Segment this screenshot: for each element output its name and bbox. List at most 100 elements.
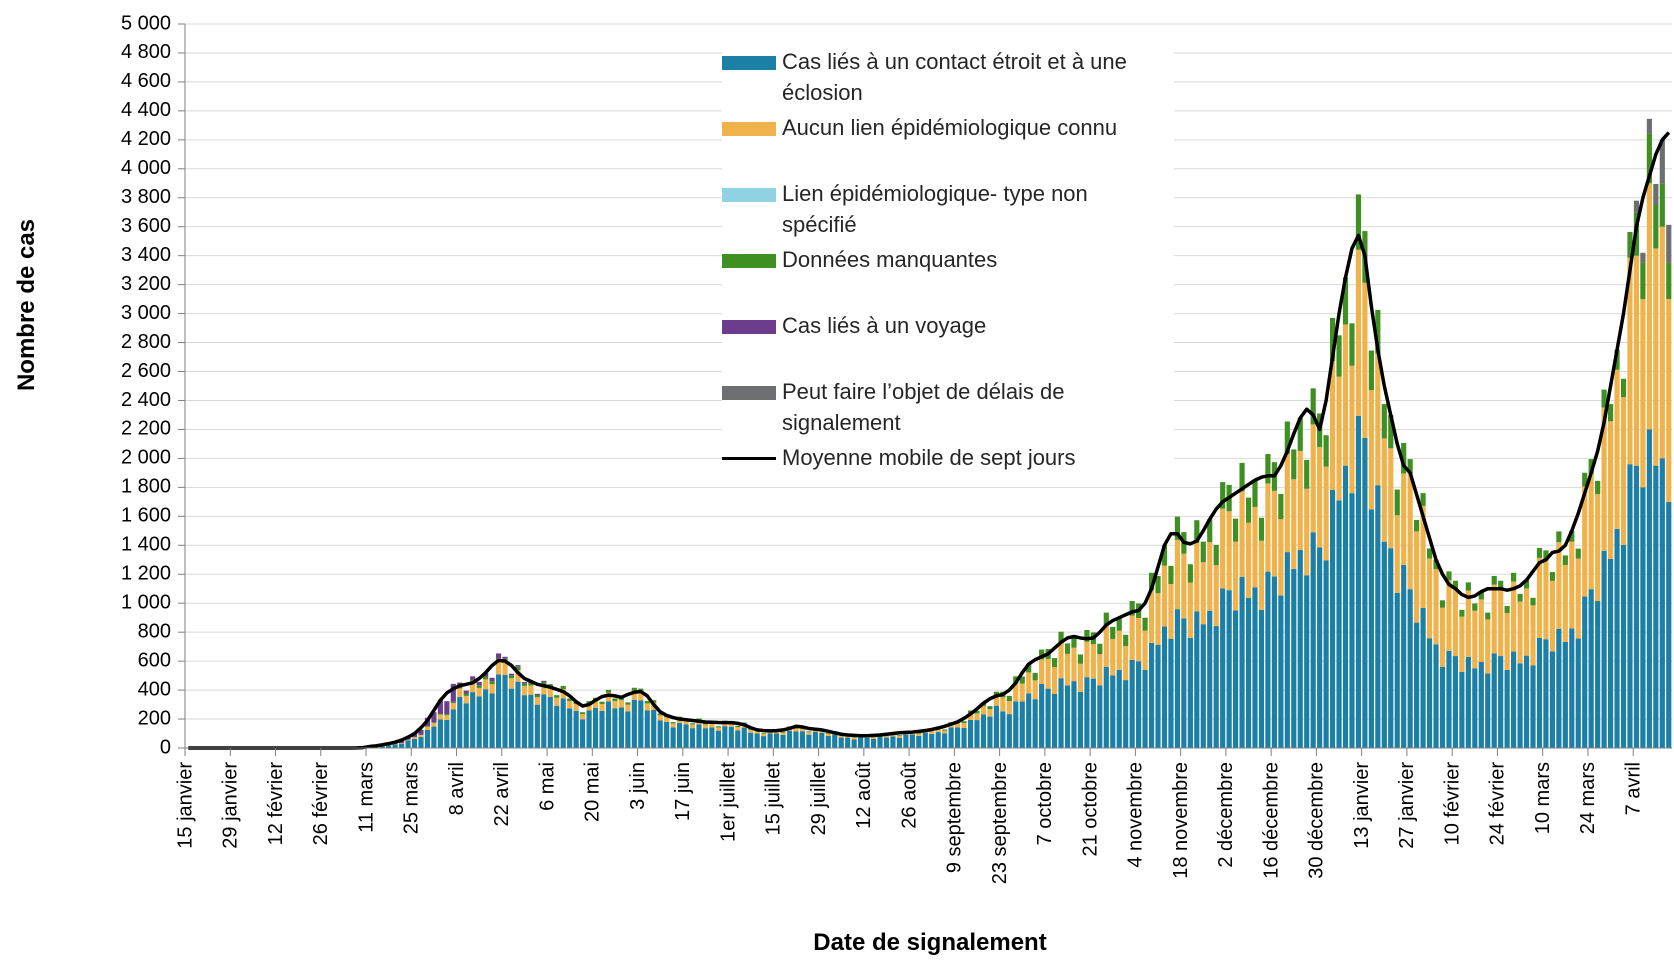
legend-swatch: [722, 56, 776, 70]
bar-segment: [592, 707, 599, 748]
bar-segment: [573, 710, 579, 748]
bar-segment: [1077, 663, 1084, 692]
bar-segment: [1659, 139, 1665, 184]
bar-segment: [955, 727, 961, 748]
bar-segment: [1064, 653, 1071, 686]
bar-segment: [1336, 335, 1342, 377]
bar-segment: [1161, 545, 1168, 566]
bar-segment: [1659, 183, 1665, 227]
legend-swatch: [722, 320, 776, 334]
bar-segment: [1569, 628, 1575, 748]
bar-segment: [1549, 572, 1555, 581]
bar-segment: [974, 720, 980, 748]
bar-segment: [696, 718, 702, 720]
bar-segment: [489, 677, 495, 682]
bar-segment: [1110, 626, 1116, 639]
bar-segment: [437, 719, 443, 748]
bar-segment: [1498, 589, 1504, 657]
bar-segment: [1155, 575, 1161, 594]
bar-segment: [806, 734, 812, 748]
bar-segment: [515, 681, 521, 748]
bar-segment: [1310, 424, 1316, 533]
bar-segment: [1530, 665, 1536, 748]
bar-segment: [1116, 630, 1122, 670]
bar-segment: [1342, 277, 1349, 325]
bar-segment: [1090, 678, 1096, 748]
bar-segment: [838, 735, 844, 738]
bar-segment: [1207, 610, 1213, 748]
bar-segment: [735, 730, 741, 748]
bars: [188, 118, 1672, 750]
bar-segment: [670, 722, 676, 724]
bar-segment: [1659, 458, 1665, 748]
y-tick-label: 600: [138, 649, 171, 671]
bar-segment: [1646, 429, 1652, 748]
y-tick-label: 3 600: [121, 215, 171, 237]
bar-segment: [670, 723, 676, 728]
bar-segment: [1472, 603, 1478, 611]
y-tick-label: 3 200: [121, 273, 171, 295]
bar-segment: [689, 728, 696, 748]
bar-segment: [1323, 560, 1329, 748]
bar-segment: [1077, 691, 1084, 748]
bar-segment: [1220, 482, 1226, 509]
x-tick-label: 11 mars: [355, 762, 377, 833]
bar-segment: [567, 708, 573, 748]
bar-segment: [1329, 489, 1336, 748]
bar-segment: [1485, 673, 1491, 748]
bar-segment: [1284, 454, 1290, 553]
y-tick-label: 800: [138, 620, 171, 642]
bar-segment: [612, 700, 618, 709]
bar-segment: [631, 687, 637, 691]
bar-segment: [1607, 404, 1614, 422]
bar-segment: [1446, 650, 1452, 748]
axes: 0 200 400 600 800 1 000 1 200 1 400 1 600 1 800 2 …: [121, 12, 1672, 884]
bar-segment: [1556, 531, 1562, 543]
y-tick-label: 2 200: [121, 418, 171, 440]
bar-segment: [1640, 252, 1646, 263]
bar-segment: [1426, 638, 1433, 748]
bar-segment: [709, 727, 715, 748]
bar-segment: [664, 721, 670, 748]
bar-segment: [508, 673, 515, 676]
bar-segment: [1123, 646, 1129, 681]
bar-segment: [1200, 541, 1206, 563]
bar-segment: [489, 693, 495, 748]
bar-segment: [1556, 542, 1562, 629]
bar-segment: [1414, 531, 1420, 623]
bar-segment: [961, 727, 967, 748]
bar-segment: [625, 711, 631, 748]
bar-segment: [967, 719, 974, 748]
bar-segment: [1123, 680, 1129, 748]
bar-segment: [825, 732, 831, 734]
bar-segment: [1239, 576, 1245, 748]
bar-segment: [1355, 415, 1362, 748]
bar-segment: [1472, 610, 1478, 669]
bar-segment: [1485, 612, 1491, 620]
bar-segment: [1543, 639, 1549, 748]
y-tick-label: 4 600: [121, 70, 171, 92]
bar-segment: [1562, 555, 1568, 565]
bar-segment: [1601, 407, 1607, 551]
bar-segment: [1142, 630, 1148, 670]
bar-segment: [411, 738, 418, 748]
bar-segment: [1051, 658, 1058, 668]
bar-segment: [1045, 658, 1051, 689]
bar-segment: [916, 732, 922, 734]
bar-segment: [1433, 569, 1439, 645]
bar-segment: [1233, 541, 1239, 611]
bar-segment: [580, 719, 586, 748]
bar-segment: [398, 741, 405, 744]
bar-segment: [1523, 580, 1530, 589]
bar-segment: [1026, 693, 1032, 748]
bar-segment: [560, 689, 566, 699]
bar-segment: [1633, 200, 1640, 213]
bar-segment: [1646, 183, 1652, 430]
bar-segment: [1465, 582, 1471, 591]
x-axis-title: Date de signalement: [813, 929, 1046, 956]
bar-segment: [586, 703, 592, 711]
bar-segment: [489, 684, 495, 694]
bar-segment: [870, 737, 877, 740]
bar-segment: [1161, 626, 1168, 748]
